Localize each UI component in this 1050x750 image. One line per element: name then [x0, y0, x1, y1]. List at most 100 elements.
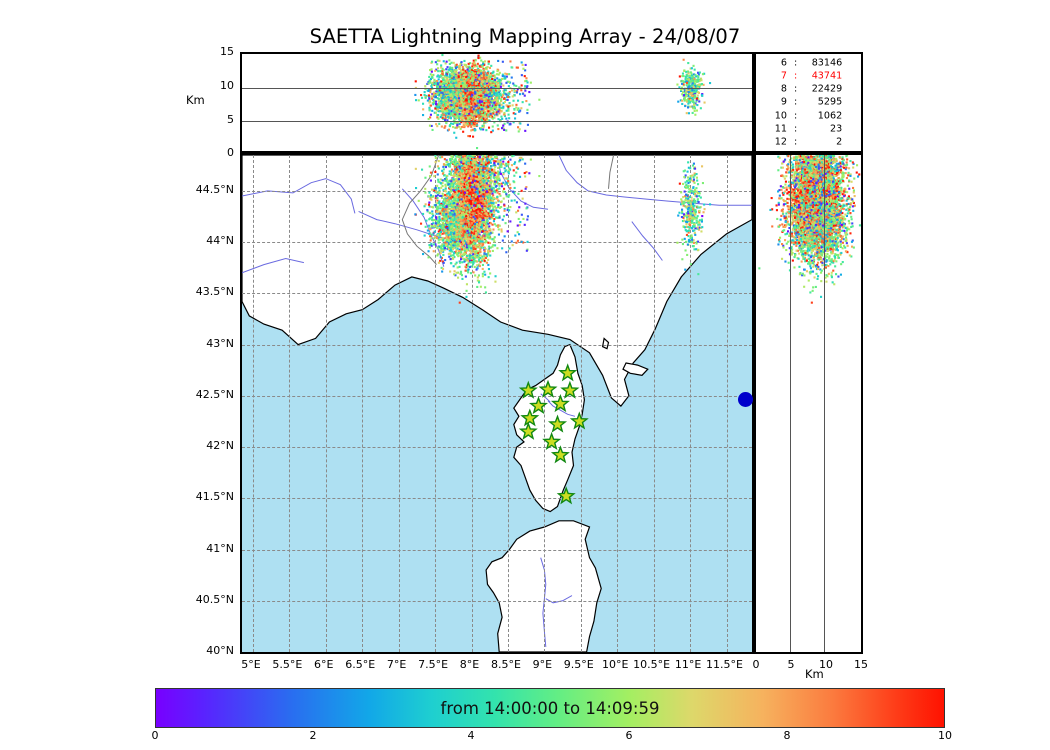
graticule-lat-42.5°N [242, 395, 752, 397]
lon-tick-label: 9°E [532, 658, 553, 671]
graticule-lon-11°E [690, 155, 692, 652]
lon-tick-label: 7.5°E [418, 658, 449, 671]
lon-tick-label: 7°E [386, 658, 407, 671]
graticule-lon-8°E [471, 155, 473, 652]
colorbar-tick: 4 [467, 729, 475, 742]
lma-station-marker [550, 445, 570, 464]
graticule-lon-5.5°E [289, 155, 291, 652]
station-count-value: 22429 [811, 83, 843, 95]
station-count-key: 12 [774, 136, 787, 148]
side-panel-scatter [758, 155, 861, 304]
map-geography [242, 155, 752, 652]
lma-station-marker [529, 396, 548, 415]
lon-tick-label: 5.5°E [272, 658, 303, 671]
lon-tick-label: 8.5°E [490, 658, 521, 671]
river-path [540, 393, 551, 403]
top-ytick-5: 5 [227, 113, 234, 126]
lma-station-marker [538, 379, 558, 398]
graticule-lon-7°E [398, 155, 400, 652]
lma-station-marker [569, 411, 589, 430]
colorbar-tick: 2 [309, 729, 317, 742]
graticule-lat-41.5°N [242, 498, 752, 500]
station-count-separator: : [793, 70, 798, 82]
top-ytick-15: 15 [220, 45, 234, 58]
station-count-row: 11: 23 [775, 123, 842, 134]
mainland-coastline [242, 155, 752, 407]
lat-tick-label: 40°N [206, 644, 234, 657]
lon-tick-label: 10.5°E [633, 658, 671, 671]
side-panel-xtick: 10 [819, 658, 833, 671]
river-path [401, 188, 445, 267]
top-panel-yaxis-label: Km [186, 93, 205, 107]
station-count-legend: 6:83146 7:43741 8:22429 9:5295 10:1062 11:23 1… [754, 52, 863, 153]
lon-tick-label: 9.5°E [563, 658, 594, 671]
lat-tick-label: 41°N [206, 541, 234, 555]
lat-tick-label: 44°N [206, 234, 234, 248]
map-panel [240, 153, 754, 654]
graticule-lon-11.5°E [726, 155, 728, 652]
graticule-lat-40.5°N [242, 600, 752, 602]
border-layer [401, 155, 615, 265]
graticule-lat-41°N [242, 549, 752, 551]
graticule-lat-42°N [242, 447, 752, 449]
graticule-lat-44°N [242, 242, 752, 244]
station-count-value: 43741 [811, 70, 843, 82]
gridline-alt-5 [242, 121, 752, 123]
lat-tick-label: 42°N [206, 439, 234, 453]
national-border [401, 155, 440, 265]
graticule-lon-5°E [252, 155, 254, 652]
station-marker-layer [518, 363, 589, 505]
station-count-value: 23 [830, 123, 843, 135]
side-panel-xtick: 5 [787, 658, 795, 671]
station-count-value: 5295 [817, 96, 843, 108]
graticule-lat-40°N [242, 652, 752, 653]
station-count-key: 11 [774, 123, 787, 135]
station-count-separator: : [793, 56, 798, 68]
station-count-value: 83146 [811, 56, 843, 68]
lat-tick-label: 42.5°N [195, 387, 234, 401]
graticule-lon-10°E [617, 155, 619, 652]
graticule-lat-43°N [242, 344, 752, 346]
lon-tick-label: 11°E [674, 658, 702, 671]
gridline-alt-10 [242, 87, 752, 89]
lma-station-marker [542, 431, 562, 451]
colorbar-axis [155, 727, 945, 728]
lma-station-marker [558, 363, 578, 382]
station-count-row: 9: 5295 [775, 97, 842, 108]
capraia-island [601, 337, 610, 350]
lat-tick-label: 43°N [206, 336, 234, 350]
graticule-lon-9.5°E [580, 155, 582, 652]
graticule-lon-6.5°E [362, 155, 364, 652]
lma-station-marker [520, 408, 540, 427]
lma-station-marker [518, 380, 538, 399]
graticule-lon-7.5°E [435, 155, 437, 652]
river-path [558, 155, 752, 206]
colorbar-tick: 8 [783, 729, 791, 742]
national-border [608, 155, 615, 189]
lma-station-marker [556, 486, 576, 505]
lma-station-marker [518, 421, 538, 440]
station-count-value: 1062 [817, 110, 843, 122]
graticule-lon-10.5°E [653, 155, 655, 652]
side-panel-xtick: 0 [752, 658, 760, 671]
gridline-km-5 [789, 155, 791, 652]
station-count-key: 6 [780, 56, 787, 68]
lma-station-marker [560, 380, 580, 399]
landmass-layer [242, 155, 752, 652]
station-count-row: 8: 22429 [775, 84, 842, 95]
lon-tick-label: 8°E [459, 658, 480, 671]
station-count-separator: : [793, 110, 798, 122]
lma-station-marker [550, 394, 570, 413]
colorbar[interactable]: from 14:00:00 to 14:09:59 [155, 688, 945, 728]
reference-point-marker [738, 392, 753, 407]
side-panel-xaxis-label: Km [805, 667, 824, 681]
lon-tick-label: 10°E [601, 658, 629, 671]
station-count-row: 10: 1062 [775, 110, 842, 121]
top-panel-scatter [414, 54, 712, 150]
station-count-key: 10 [774, 110, 787, 122]
lon-tick-label: 6°E [314, 658, 334, 671]
colorbar-tick: 0 [151, 729, 159, 742]
lon-tick-label: 11.5°E [706, 658, 743, 671]
lma-station-marker [547, 414, 568, 433]
station-count-value: 2 [836, 136, 843, 148]
